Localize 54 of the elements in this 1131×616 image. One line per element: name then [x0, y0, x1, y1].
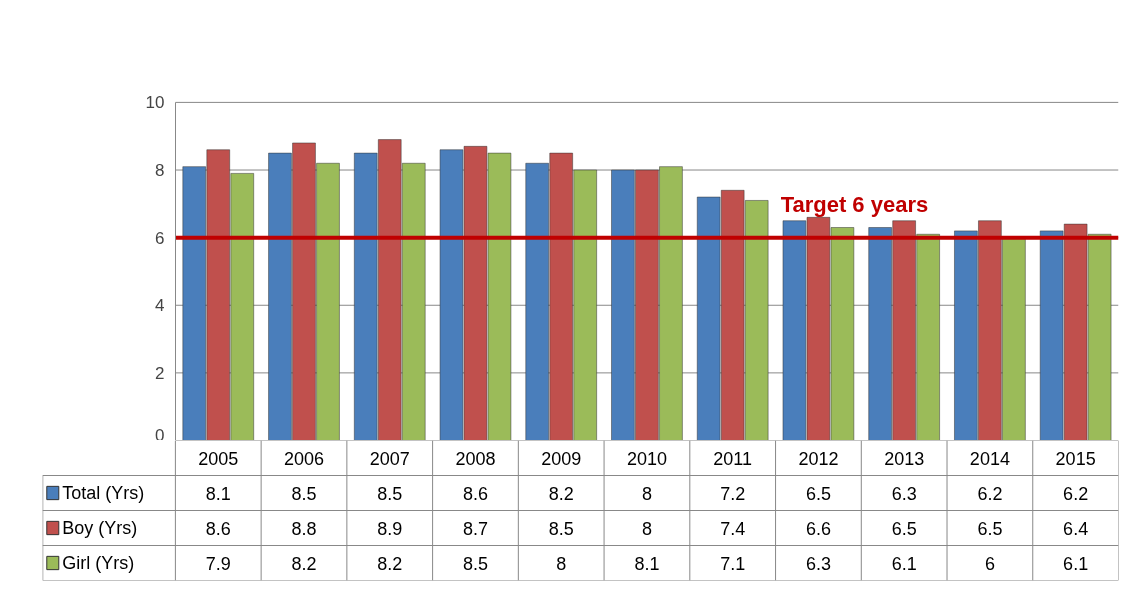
data-label: 6.1	[891, 553, 917, 574]
data-label: 8.6	[462, 483, 488, 504]
data-label: 8	[641, 518, 652, 539]
data-label: 8	[641, 483, 652, 504]
x-tick-label: 2008	[455, 448, 496, 469]
x-tick-label: 2009	[541, 448, 582, 469]
y-tick-label: 8	[154, 161, 165, 181]
data-label: 8.2	[291, 553, 317, 574]
data-label: 6.1	[1063, 553, 1089, 574]
data-label: 6.4	[1063, 518, 1089, 539]
x-tick-label: 2005	[198, 448, 239, 469]
y-tick-label: 6	[154, 228, 165, 248]
data-label: 7.1	[720, 553, 746, 574]
x-tick-label: 2010	[626, 448, 667, 469]
x-tick-label: 2013	[884, 448, 925, 469]
data-label: 6	[984, 553, 995, 574]
data-label: 6.2	[1063, 483, 1089, 504]
x-tick-label: 2011	[713, 448, 753, 469]
data-label: 8.8	[291, 518, 317, 539]
data-label: 6.5	[977, 518, 1003, 539]
data-label: 8.1	[634, 553, 660, 574]
data-label: 7.9	[205, 553, 231, 574]
data-label: 8.7	[462, 518, 488, 539]
data-label: 7.2	[720, 483, 746, 504]
data-label: 8	[556, 553, 567, 574]
data-label: 6.5	[805, 483, 831, 504]
data-label: 6.3	[891, 483, 917, 504]
y-tick-label: 0	[154, 425, 165, 445]
x-tick-label: 2012	[798, 448, 839, 469]
data-label: 6.6	[805, 518, 831, 539]
data-label: 6.3	[805, 553, 831, 574]
data-label: 7.4	[720, 518, 746, 539]
data-label: 8.9	[377, 518, 403, 539]
x-tick-label: 2006	[283, 448, 325, 469]
y-tick-label: 2	[154, 363, 165, 383]
legend-label: Boy (Yrs)	[62, 518, 138, 538]
data-label: 8.6	[205, 518, 231, 539]
data-label: 8.5	[462, 553, 488, 574]
x-tick-label: 2014	[969, 448, 1010, 469]
data-label: 6.2	[977, 483, 1003, 504]
data-label: 8.5	[291, 483, 317, 504]
y-tick-label: 10	[145, 93, 165, 113]
data-label: 6.5	[891, 518, 917, 539]
x-tick-label: 2015	[1055, 448, 1096, 469]
x-tick-label: 2007	[369, 448, 410, 469]
legend-label: Girl (Yrs)	[62, 553, 135, 573]
y-tick-label: 4	[154, 296, 165, 316]
data-label: 8.2	[548, 483, 574, 504]
legend-label: Total (Yrs)	[62, 483, 145, 503]
data-label: 8.1	[205, 483, 231, 504]
data-label: 8.5	[377, 483, 403, 504]
data-label: 8.5	[548, 518, 574, 539]
data-label: 8.2	[377, 553, 403, 574]
ref-line-label: Target 6 years	[780, 192, 929, 218]
